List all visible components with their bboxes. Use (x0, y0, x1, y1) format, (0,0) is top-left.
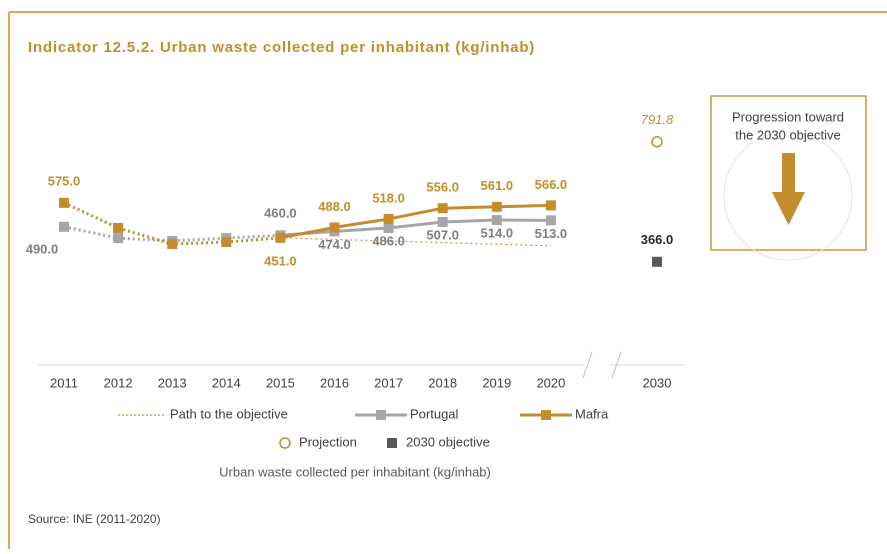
x-tick-label: 2014 (212, 375, 241, 390)
data-label: 514.0 (481, 225, 514, 240)
data-label: 518.0 (372, 190, 405, 205)
axis-title: Urban waste collected per inhabitant (kg… (219, 464, 491, 479)
data-label: 513.0 (535, 226, 568, 241)
marker (437, 217, 448, 228)
legend-label: Path to the objective (170, 406, 288, 421)
marker (437, 203, 448, 214)
marker (113, 233, 124, 244)
legend-swatch (376, 410, 386, 420)
axis-break (582, 351, 593, 379)
line (280, 203, 551, 240)
data-label: 507.0 (426, 227, 459, 242)
line (280, 237, 551, 247)
line (280, 218, 551, 237)
legend-label: Mafra (575, 406, 609, 421)
chart-title: Indicator 12.5.2. Urban waste collected … (28, 39, 535, 56)
x-tick-label: 2015 (266, 375, 295, 390)
data-label: 486.0 (372, 233, 405, 248)
marker (221, 237, 232, 248)
axis-break (611, 351, 622, 379)
objective-box (710, 95, 867, 251)
marker (545, 215, 556, 226)
data-label: 366.0 (641, 232, 674, 247)
source: Source: INE (2011-2020) (28, 512, 161, 526)
marker (383, 222, 394, 233)
arrow-down (772, 153, 805, 225)
data-label: 575.0 (48, 173, 81, 188)
line (63, 225, 281, 243)
legend-swatch (541, 410, 551, 420)
legend-swatch (387, 438, 397, 448)
x-tick-label: 2016 (320, 375, 349, 390)
data-label: 474.0 (318, 237, 351, 252)
data-label: 791.8 (641, 112, 674, 127)
legend-swatch (279, 437, 291, 449)
x-tick-label: 2012 (104, 375, 133, 390)
x-tick-label: 2018 (428, 375, 457, 390)
legend-label: Portugal (410, 406, 459, 421)
data-label: 556.0 (426, 180, 459, 195)
marker (59, 221, 69, 232)
box-text: the 2030 objective (735, 127, 841, 142)
marker (59, 197, 69, 208)
marker (113, 222, 124, 233)
marker (167, 239, 178, 250)
x-tick-label: 2020 (536, 375, 565, 390)
marker (651, 135, 663, 148)
marker (329, 222, 340, 233)
data-label: 490.0 (26, 241, 59, 256)
x-tick-label: 2011 (50, 375, 78, 390)
marker (545, 200, 556, 211)
marker (275, 232, 286, 243)
x-tick-label: 2019 (482, 375, 511, 390)
marker (491, 201, 502, 212)
data-label: 460.0 (264, 206, 297, 221)
box-text: Progression toward (732, 109, 844, 124)
x-tick-label: 2013 (158, 375, 187, 390)
x-tick-label: 2030 (643, 375, 672, 390)
marker (652, 256, 662, 267)
legend-label: Projection (299, 434, 357, 449)
data-label: 451.0 (264, 253, 297, 268)
data-label: 561.0 (481, 178, 514, 193)
data-label: 488.0 (318, 199, 351, 214)
x-tick-label: 2017 (374, 375, 403, 390)
data-label: 566.0 (535, 177, 568, 192)
box-ring (723, 131, 853, 261)
legend-label: 2030 objective (406, 434, 490, 449)
marker (491, 215, 502, 226)
marker (383, 213, 394, 224)
